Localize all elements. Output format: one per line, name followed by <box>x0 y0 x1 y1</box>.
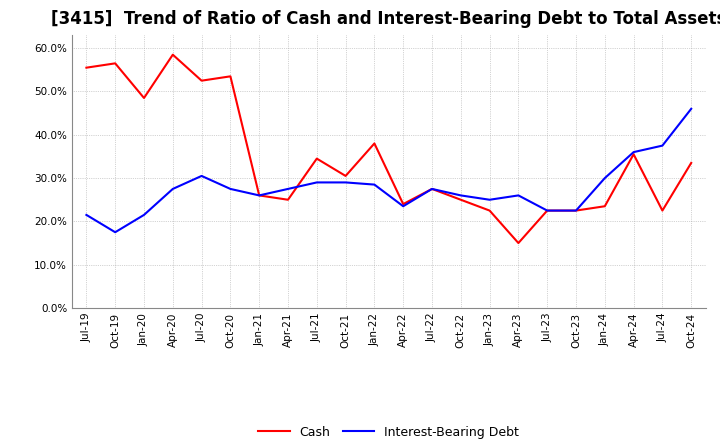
Interest-Bearing Debt <box>341 180 350 185</box>
Interest-Bearing Debt <box>255 193 264 198</box>
Interest-Bearing Debt <box>197 173 206 179</box>
Interest-Bearing Debt <box>456 193 465 198</box>
Cash <box>600 204 609 209</box>
Interest-Bearing Debt <box>111 230 120 235</box>
Title: [3415]  Trend of Ratio of Cash and Interest-Bearing Debt to Total Assets: [3415] Trend of Ratio of Cash and Intere… <box>51 10 720 28</box>
Cash <box>82 65 91 70</box>
Cash <box>140 95 148 101</box>
Interest-Bearing Debt <box>428 186 436 191</box>
Interest-Bearing Debt <box>226 186 235 191</box>
Line: Cash: Cash <box>86 55 691 243</box>
Cash <box>370 141 379 146</box>
Cash <box>687 160 696 165</box>
Interest-Bearing Debt <box>370 182 379 187</box>
Interest-Bearing Debt <box>485 197 494 202</box>
Interest-Bearing Debt <box>543 208 552 213</box>
Cash <box>168 52 177 57</box>
Interest-Bearing Debt <box>312 180 321 185</box>
Line: Interest-Bearing Debt: Interest-Bearing Debt <box>86 109 691 232</box>
Interest-Bearing Debt <box>514 193 523 198</box>
Interest-Bearing Debt <box>687 106 696 111</box>
Interest-Bearing Debt <box>629 150 638 155</box>
Cash <box>658 208 667 213</box>
Interest-Bearing Debt <box>658 143 667 148</box>
Cash <box>514 240 523 246</box>
Cash <box>197 78 206 83</box>
Cash <box>629 152 638 157</box>
Cash <box>312 156 321 161</box>
Cash <box>485 208 494 213</box>
Legend: Cash, Interest-Bearing Debt: Cash, Interest-Bearing Debt <box>253 421 524 440</box>
Cash <box>572 208 580 213</box>
Cash <box>399 202 408 207</box>
Interest-Bearing Debt <box>284 186 292 191</box>
Cash <box>111 61 120 66</box>
Interest-Bearing Debt <box>168 186 177 191</box>
Interest-Bearing Debt <box>140 212 148 217</box>
Cash <box>255 193 264 198</box>
Interest-Bearing Debt <box>82 212 91 217</box>
Cash <box>428 186 436 191</box>
Cash <box>226 73 235 79</box>
Interest-Bearing Debt <box>600 176 609 181</box>
Cash <box>284 197 292 202</box>
Cash <box>341 173 350 179</box>
Cash <box>543 208 552 213</box>
Interest-Bearing Debt <box>399 204 408 209</box>
Cash <box>456 197 465 202</box>
Interest-Bearing Debt <box>572 208 580 213</box>
